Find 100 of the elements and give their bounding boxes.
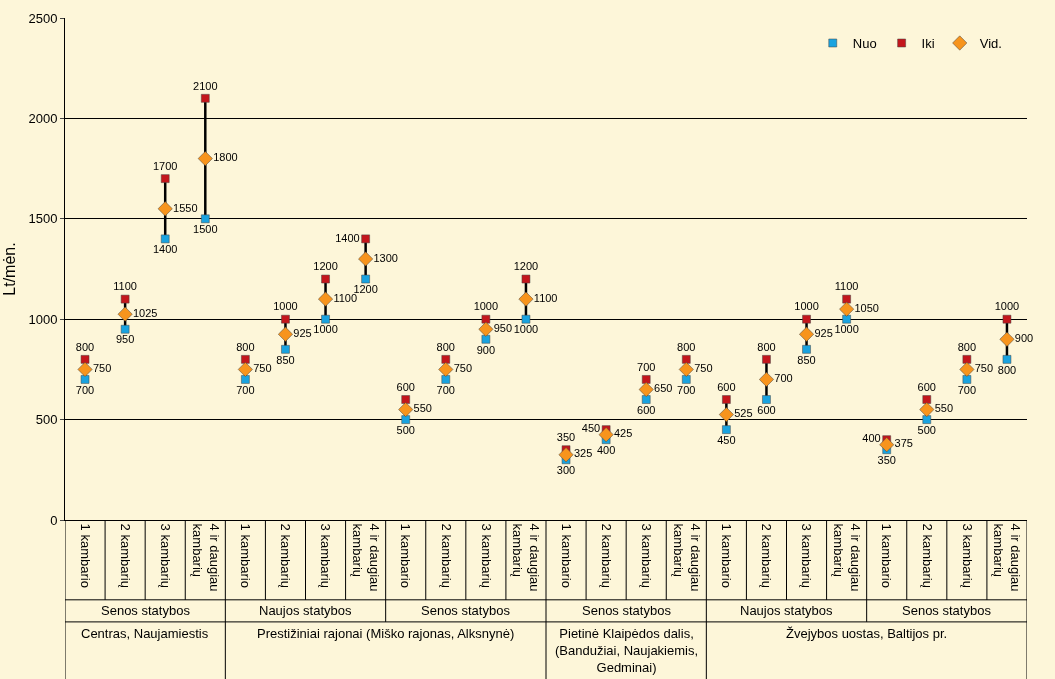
data-label: 500 [396, 423, 415, 436]
x-tick-label: 2 kambarių [759, 523, 775, 588]
x-tick-label: 4 ir daugiau kambarių [189, 523, 222, 592]
legend-label: Nuo [852, 36, 877, 52]
data-label: 925 [814, 327, 833, 340]
data-label: 550 [413, 402, 432, 415]
data-label: 950 [493, 321, 513, 334]
text: Senos statybos [582, 603, 672, 618]
x-tick-label: 2 kambarių [598, 523, 614, 588]
data-label: 950 [115, 333, 135, 346]
text: Centras, Naujamiestis [81, 626, 209, 641]
data-label: 300 [556, 464, 576, 477]
data-label: 700 [75, 383, 95, 396]
data-label: 550 [934, 402, 954, 415]
x-tick-label: 4 ir daugiau kambarių [991, 523, 1024, 592]
y-tick-label: 2000 [28, 110, 58, 126]
data-label: 650 [654, 382, 673, 395]
data-label: 1100 [533, 291, 558, 304]
x-tick-label: 1 kambario [558, 523, 574, 588]
data-label: 450 [717, 433, 736, 446]
x-tick-label: 1 kambario [719, 523, 735, 588]
data-label: 1025 [133, 306, 158, 319]
data-label: 800 [957, 340, 977, 353]
data-label: 700 [774, 372, 793, 385]
data-label: 400 [596, 443, 616, 456]
text: Naujos statybos [740, 603, 833, 618]
data-label: 1200 [513, 260, 539, 273]
x-tick-label: 3 kambarių [478, 523, 494, 588]
x-tick-label: 3 kambarių [959, 523, 975, 588]
data-label: 1550 [173, 201, 198, 214]
data-label: 700 [957, 383, 977, 396]
data-label: 1000 [994, 300, 1020, 313]
text: Senos statybos [101, 603, 191, 618]
data-label: 1400 [152, 243, 178, 256]
data-label: 350 [877, 453, 896, 466]
data-label: 750 [974, 362, 994, 375]
text: Naujos statybos [259, 603, 352, 618]
data-label: 1000 [834, 323, 859, 336]
data-label: 600 [637, 403, 656, 416]
data-label: 1200 [353, 283, 378, 296]
data-label: 1100 [834, 280, 859, 293]
data-label: 1000 [794, 300, 819, 313]
data-label: 2100 [193, 79, 218, 92]
x-tick-label: 3 kambarių [318, 523, 334, 588]
text: Žvejybos uostas, Baltijos pr. [786, 626, 948, 641]
data-label: 850 [797, 353, 816, 366]
data-label: 900 [1014, 332, 1034, 345]
data-label: 1400 [335, 231, 360, 244]
x-tick-label: 2 kambarių [117, 523, 133, 588]
data-label: 425 [614, 427, 633, 440]
data-label: 400 [862, 432, 881, 445]
data-label: 1300 [373, 251, 398, 264]
data-label: 375 [894, 437, 913, 450]
x-tick-label: 3 kambarių [638, 523, 654, 588]
data-label: 1800 [213, 151, 238, 164]
data-label: 850 [276, 353, 295, 366]
x-tick-label: 4 ir daugiau kambarių [670, 523, 703, 592]
data-label: 700 [637, 360, 656, 373]
data-label: 350 [556, 430, 576, 443]
data-label: 600 [717, 380, 736, 393]
data-label: 600 [757, 403, 776, 416]
y-tick-label: 500 [35, 412, 58, 428]
data-label: 1700 [152, 159, 178, 172]
y-tick-label: 1000 [28, 311, 58, 327]
text: Pietinė Klaipėdos dalis, (Bandužiai, Naujakiemis, Gedminai) [555, 626, 699, 675]
y-axis-title: Lt/mėn. [1, 242, 19, 296]
data-label: 325 [573, 447, 593, 460]
data-label: 800 [997, 363, 1017, 376]
x-tick-label: 4 ir daugiau kambarių [349, 523, 382, 592]
x-tick-label: 1 kambario [398, 523, 414, 588]
data-label: 500 [917, 423, 936, 436]
legend-label: Iki [921, 36, 935, 52]
data-label: 800 [436, 340, 455, 353]
x-tick-label: 4 ir daugiau kambarių [510, 523, 543, 592]
data-label: 450 [581, 422, 601, 435]
y-tick-label: 1500 [28, 211, 58, 227]
data-label: 800 [677, 340, 696, 353]
text: Prestižiniai rajonai (Miško rajonas, Alksnynė) [257, 626, 515, 641]
x-tick-label: 1 kambario [879, 523, 895, 588]
data-label: 925 [293, 327, 312, 340]
data-label: 1000 [473, 300, 499, 313]
x-tick-label: 4 ir daugiau kambarių [830, 523, 863, 592]
text: Senos statybos [902, 603, 992, 618]
data-label: 700 [236, 383, 255, 396]
y-tick-label: 2500 [28, 10, 58, 26]
data-label: 1000 [273, 300, 298, 313]
y-tick-label: 0 [50, 512, 58, 528]
legend-label: Vid. [979, 36, 1002, 52]
data-label: 750 [253, 362, 272, 375]
x-tick-label: 2 kambarių [438, 523, 454, 588]
data-label: 750 [694, 362, 713, 375]
data-label: 600 [917, 380, 936, 393]
data-label: 1200 [313, 260, 338, 273]
x-tick-label: 1 kambario [238, 523, 254, 588]
data-label: 600 [396, 380, 415, 393]
x-tick-label: 3 kambarių [157, 523, 173, 588]
data-label: 700 [436, 383, 455, 396]
x-tick-label: 2 kambarių [278, 523, 294, 588]
data-label: 1000 [313, 323, 338, 336]
data-label: 800 [75, 340, 95, 353]
